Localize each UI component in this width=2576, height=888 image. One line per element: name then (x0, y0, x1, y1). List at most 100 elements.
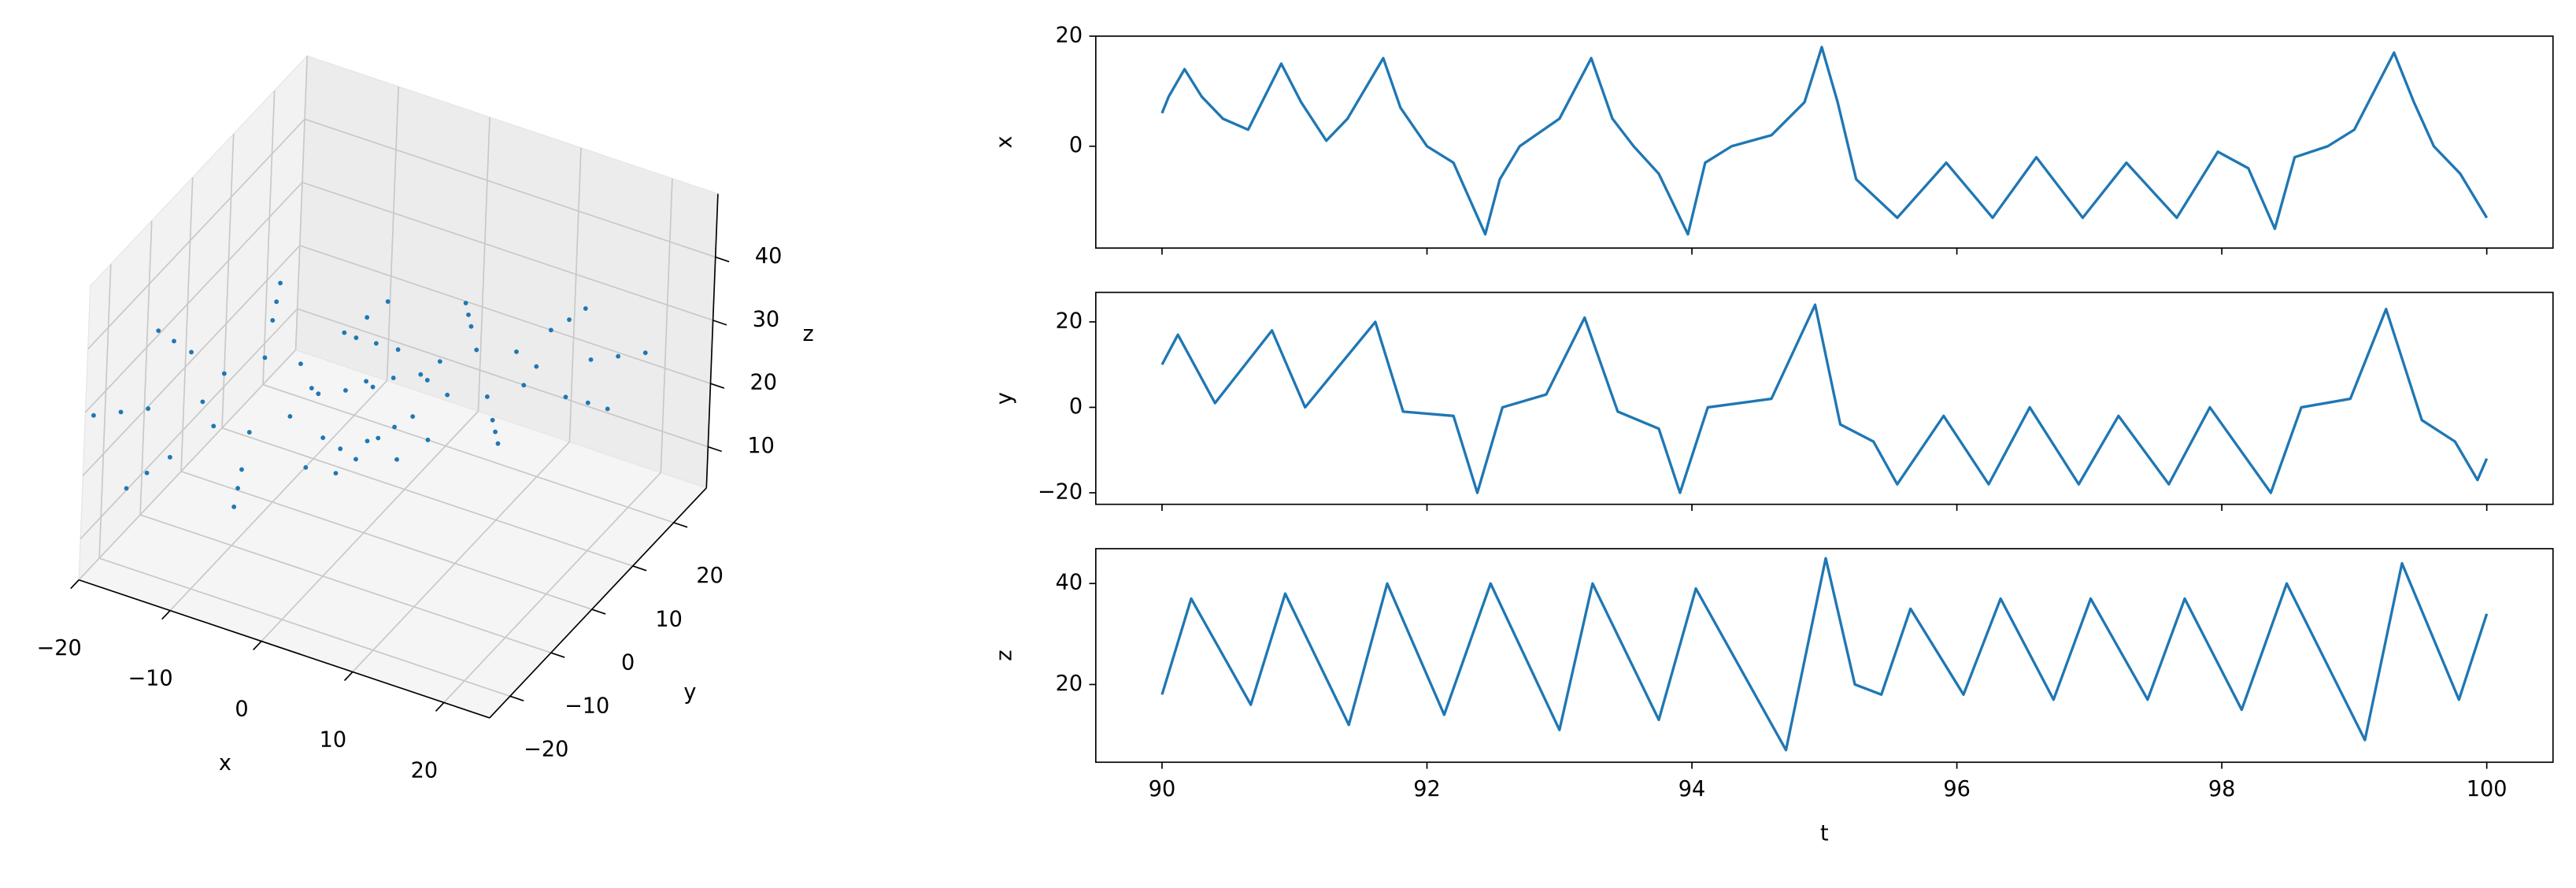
scatter-point (146, 406, 151, 411)
data-line (1160, 557, 2489, 752)
x-tick (343, 671, 353, 682)
scatter-point (567, 317, 572, 322)
x-tick-label: 90 (1149, 777, 1176, 801)
scatter-point (385, 299, 390, 304)
scatter-point (278, 280, 283, 286)
x-tick-label: 20 (411, 759, 439, 783)
scatter-point (445, 392, 450, 398)
y-axis-label: y (993, 392, 1017, 405)
scatter-point (124, 486, 129, 491)
scatter-point (376, 435, 381, 441)
y-tick-label: 0 (621, 650, 635, 675)
scatter-point (342, 330, 347, 335)
scatter-point (370, 384, 376, 390)
scatter-point (231, 504, 237, 509)
plot-frame (1095, 35, 2554, 249)
x-tick-label: 98 (2208, 777, 2235, 801)
x-axis-line (78, 579, 490, 719)
x-tick-label: −20 (37, 636, 82, 660)
grid-line (352, 441, 571, 673)
scatter-point (616, 353, 621, 359)
scatter-point (333, 471, 339, 476)
scatter-point (270, 318, 276, 323)
data-line (1160, 303, 2489, 494)
z-axis-line (705, 194, 719, 488)
grid-line (221, 134, 235, 428)
scatter-point (338, 446, 343, 451)
grid-line (82, 245, 301, 476)
y-tick-label: −20 (1038, 479, 1083, 504)
scatter-point (583, 305, 588, 311)
grid-line (139, 220, 153, 515)
scatter-point (320, 435, 326, 441)
scatter-point (424, 377, 430, 383)
z-tick (708, 446, 722, 453)
z-tick-label: 20 (750, 371, 778, 395)
scatter-point (262, 355, 268, 361)
x-tick-label: 94 (1678, 777, 1706, 801)
plot-frame (1095, 291, 2554, 505)
y-axis-label: x (993, 135, 1017, 148)
y-tick-label: 40 (1056, 571, 1083, 595)
x-tick (435, 701, 445, 712)
grid-line (443, 472, 661, 703)
grid-line (294, 55, 309, 350)
grid-line (87, 118, 305, 350)
grid-line (98, 264, 112, 559)
grid-line (261, 410, 479, 642)
scatter-point (410, 414, 416, 419)
scatter-point (468, 324, 474, 329)
x-tick-label: −10 (128, 667, 172, 691)
scatter-point (189, 350, 194, 355)
scatter-point (484, 394, 490, 399)
data-line (1160, 46, 2489, 236)
x-tick (70, 579, 80, 590)
y-tick-label: −20 (524, 738, 568, 762)
y-tick-label: −10 (564, 694, 609, 719)
x-axis-label: t (1820, 822, 1829, 846)
scatter-point (343, 387, 348, 393)
y-tick-label: 20 (696, 564, 724, 588)
scatter-point (118, 409, 124, 415)
grid-line (180, 471, 593, 610)
scatter-point (353, 457, 358, 462)
scatter-point (167, 454, 172, 460)
y-tick (591, 609, 606, 615)
scatter-point (239, 467, 244, 472)
y-tick-label: 10 (655, 607, 683, 631)
z-tick (710, 383, 725, 389)
scatter-point (425, 437, 431, 442)
z-tick (712, 320, 727, 326)
scatter-point (211, 424, 217, 429)
scatter-point (353, 335, 359, 340)
scatter-point (521, 383, 527, 388)
z-tick-label: 40 (755, 244, 783, 268)
scatter-point (548, 327, 553, 333)
grid-line (262, 383, 674, 524)
y-axis-label: z (993, 649, 1017, 660)
scatter-point (474, 347, 479, 353)
scatter-point (235, 486, 240, 491)
y-tick (673, 522, 688, 528)
scatter-point (156, 328, 161, 334)
y-tick (632, 565, 647, 572)
scatter-point (373, 341, 379, 346)
scatter-point (437, 359, 442, 364)
grid-line (297, 308, 709, 448)
scatter-point (316, 391, 321, 397)
grid-line (98, 557, 511, 697)
scatter-point (365, 438, 370, 444)
grid-line (80, 308, 298, 539)
scatter-point (418, 372, 424, 377)
scatter-point (365, 315, 370, 320)
figure-content: −20 −10 0 10 20 −20 −10 0 10 20 10 20 30 40 x y z 0 20 x −20… (37, 23, 2554, 846)
scatter-point (221, 371, 227, 376)
y-tick-label: 20 (1056, 309, 1083, 333)
scatter-point (493, 429, 498, 435)
scatter-point (144, 470, 150, 475)
scatter-point (395, 347, 401, 352)
scatter-point (495, 441, 501, 446)
scatter-point (563, 394, 568, 400)
scatter-point (364, 379, 369, 384)
